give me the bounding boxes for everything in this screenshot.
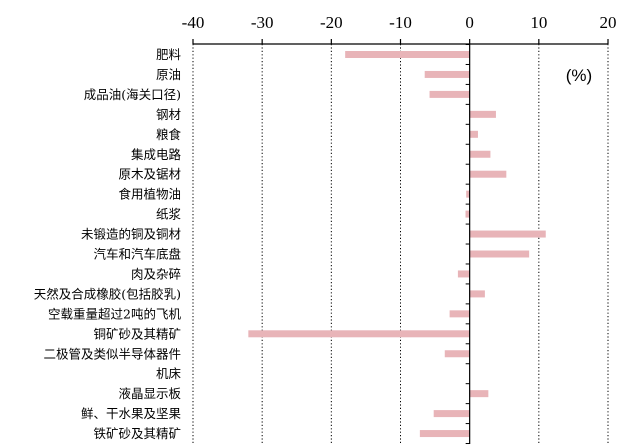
bar xyxy=(466,190,470,198)
category-label: 食用植物油 xyxy=(118,187,181,202)
category-label: 二极管及类似半导体器件 xyxy=(43,346,181,361)
bar xyxy=(469,110,496,118)
x-tick-label: 10 xyxy=(530,13,547,32)
bar xyxy=(419,430,470,438)
category-label: 汽车和汽车底盘 xyxy=(93,247,181,262)
category-label: 集成电路 xyxy=(131,147,182,162)
bar xyxy=(449,310,470,318)
bar xyxy=(469,170,507,178)
bar xyxy=(465,210,470,218)
category-label: 钢材 xyxy=(156,107,181,122)
category-label: 铜矿砂及其精矿 xyxy=(93,326,181,341)
category-label: 未锻造的铜及铜材 xyxy=(81,227,181,242)
bar xyxy=(429,90,470,98)
category-label: 机床 xyxy=(156,366,182,381)
bar xyxy=(424,70,470,78)
category-label: 空载重量超过2吨的飞机 xyxy=(48,306,181,321)
category-label: 粮食 xyxy=(156,127,182,142)
category-label: 成品油(海关口径) xyxy=(84,87,181,102)
category-label: 肥料 xyxy=(156,47,182,62)
bar xyxy=(248,330,470,338)
category-label: 液晶显示板 xyxy=(118,386,181,401)
bars xyxy=(248,51,546,438)
category-label: 原木及锯材 xyxy=(118,167,181,182)
category-label: 天然及合成橡胶(包括胶乳) xyxy=(34,286,181,301)
x-tick-label: -10 xyxy=(389,13,412,32)
bar xyxy=(433,410,470,418)
unit-label: (%) xyxy=(566,66,592,85)
x-tick-label: -20 xyxy=(320,13,343,32)
bar xyxy=(469,230,546,238)
bar xyxy=(469,150,491,158)
zero-axis xyxy=(465,44,471,445)
bar xyxy=(469,390,489,398)
bar xyxy=(469,250,530,258)
x-tick-label: -30 xyxy=(251,13,274,32)
x-tick-label: -40 xyxy=(182,13,205,32)
bar xyxy=(457,270,470,278)
bar xyxy=(345,51,470,58)
gridlines xyxy=(192,44,609,444)
x-tick-label: 20 xyxy=(600,13,617,32)
category-label: 原油 xyxy=(156,67,181,82)
x-axis: -40 -30 -20 -10 0 10 20 xyxy=(182,13,617,45)
x-tick-label: 0 xyxy=(465,13,474,32)
category-label: 肉及杂碎 xyxy=(131,266,181,281)
bar xyxy=(444,350,470,358)
category-label: 鲜、干水果及坚果 xyxy=(81,406,182,421)
bar xyxy=(469,130,478,138)
category-label: 铁矿砂及其精矿 xyxy=(93,426,181,441)
bar xyxy=(469,290,485,298)
category-label: 纸浆 xyxy=(156,207,182,222)
